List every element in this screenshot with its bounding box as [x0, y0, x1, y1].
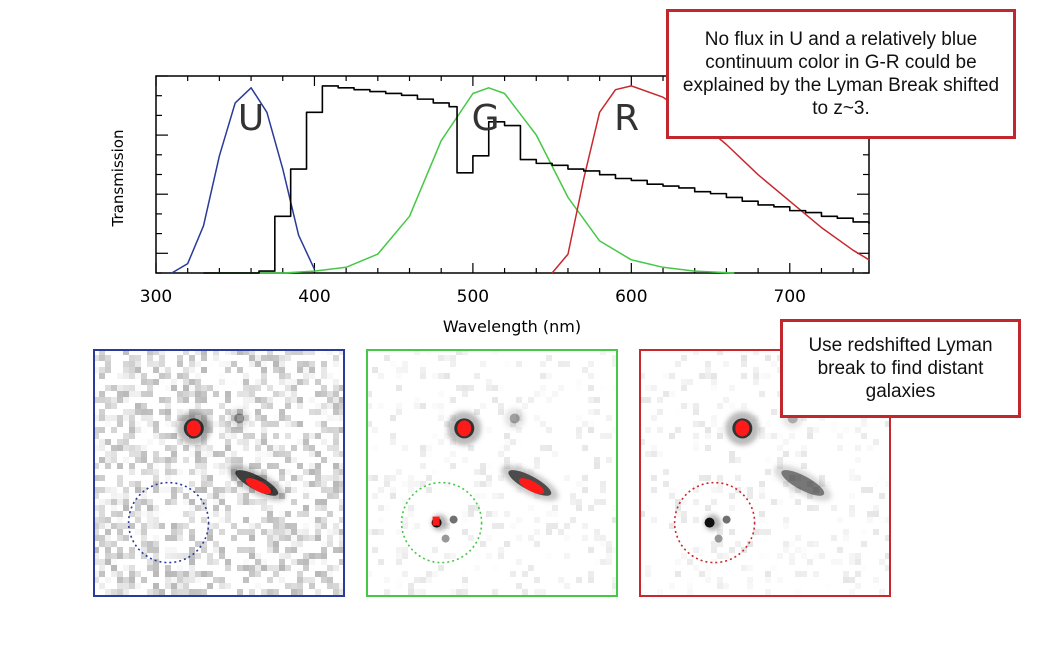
source-core — [245, 478, 272, 495]
method-callout-text: Use redshifted Lyman break to find dista… — [808, 335, 993, 402]
series-g-curve — [211, 87, 735, 274]
source-halo — [504, 408, 525, 429]
source-body — [509, 413, 520, 424]
galaxy-source — [228, 408, 250, 429]
source-body — [781, 470, 825, 496]
candidate-companion — [714, 534, 723, 543]
x-tick-label: 300 — [140, 287, 172, 307]
background-noise — [639, 349, 891, 601]
source-body — [234, 413, 245, 424]
candidate-companion — [441, 534, 450, 543]
panel-background — [93, 349, 345, 597]
galaxy-source — [725, 411, 760, 446]
galaxy-source — [176, 411, 211, 446]
x-tick-labels: 300 400 500 600 700 — [140, 287, 806, 307]
filter-transmission-chart: U G R 300 400 500 600 700 Wavelength (nm) Tran… — [109, 75, 870, 336]
x-tick-label: 400 — [298, 287, 330, 307]
x-tick-label: 600 — [615, 287, 647, 307]
source-core — [186, 420, 201, 437]
lyman-break-callout: No flux in U and a relatively blue conti… — [666, 9, 1016, 139]
band-label-u: U — [238, 98, 264, 139]
source-core — [518, 478, 545, 495]
band-label-g: G — [472, 98, 500, 139]
source-halo — [228, 408, 250, 429]
image-panel-u-svg — [93, 349, 345, 601]
dropout-candidate-circle — [127, 481, 210, 564]
galaxy-source — [228, 465, 286, 501]
candidate-companion — [449, 515, 458, 524]
galaxy-source — [447, 411, 482, 446]
dropout-candidate-circle — [400, 481, 483, 564]
x-tick-label: 500 — [457, 287, 489, 307]
candidate-companion — [722, 515, 731, 524]
source-core — [735, 420, 750, 437]
source-halo — [774, 465, 832, 501]
lyman-break-callout-text: No flux in U and a relatively blue conti… — [682, 29, 1000, 119]
candidate-source — [704, 514, 731, 543]
band-label-r: R — [614, 98, 639, 139]
galaxy-source — [504, 408, 525, 429]
image-panel-u — [93, 349, 345, 601]
panel-background — [366, 349, 618, 597]
series-spectrum-curve — [203, 85, 870, 274]
candidate-core — [432, 516, 440, 526]
candidate-source — [431, 514, 458, 543]
image-panel-g — [366, 349, 618, 601]
panel-border — [366, 349, 618, 597]
dropout-candidate-circle — [673, 481, 756, 564]
x-axis-label: Wavelength (nm) — [443, 317, 581, 336]
method-callout: Use redshifted Lyman break to find dista… — [780, 319, 1021, 418]
image-panel-g-svg — [366, 349, 618, 601]
galaxy-source — [774, 465, 832, 501]
panel-border — [639, 349, 891, 597]
source-core — [457, 420, 472, 437]
galaxy-source — [501, 465, 559, 501]
x-tick-label: 700 — [774, 287, 806, 307]
y-axis-label: Transmission — [109, 130, 127, 228]
panel-border — [93, 349, 345, 597]
candidate-body — [704, 517, 715, 528]
